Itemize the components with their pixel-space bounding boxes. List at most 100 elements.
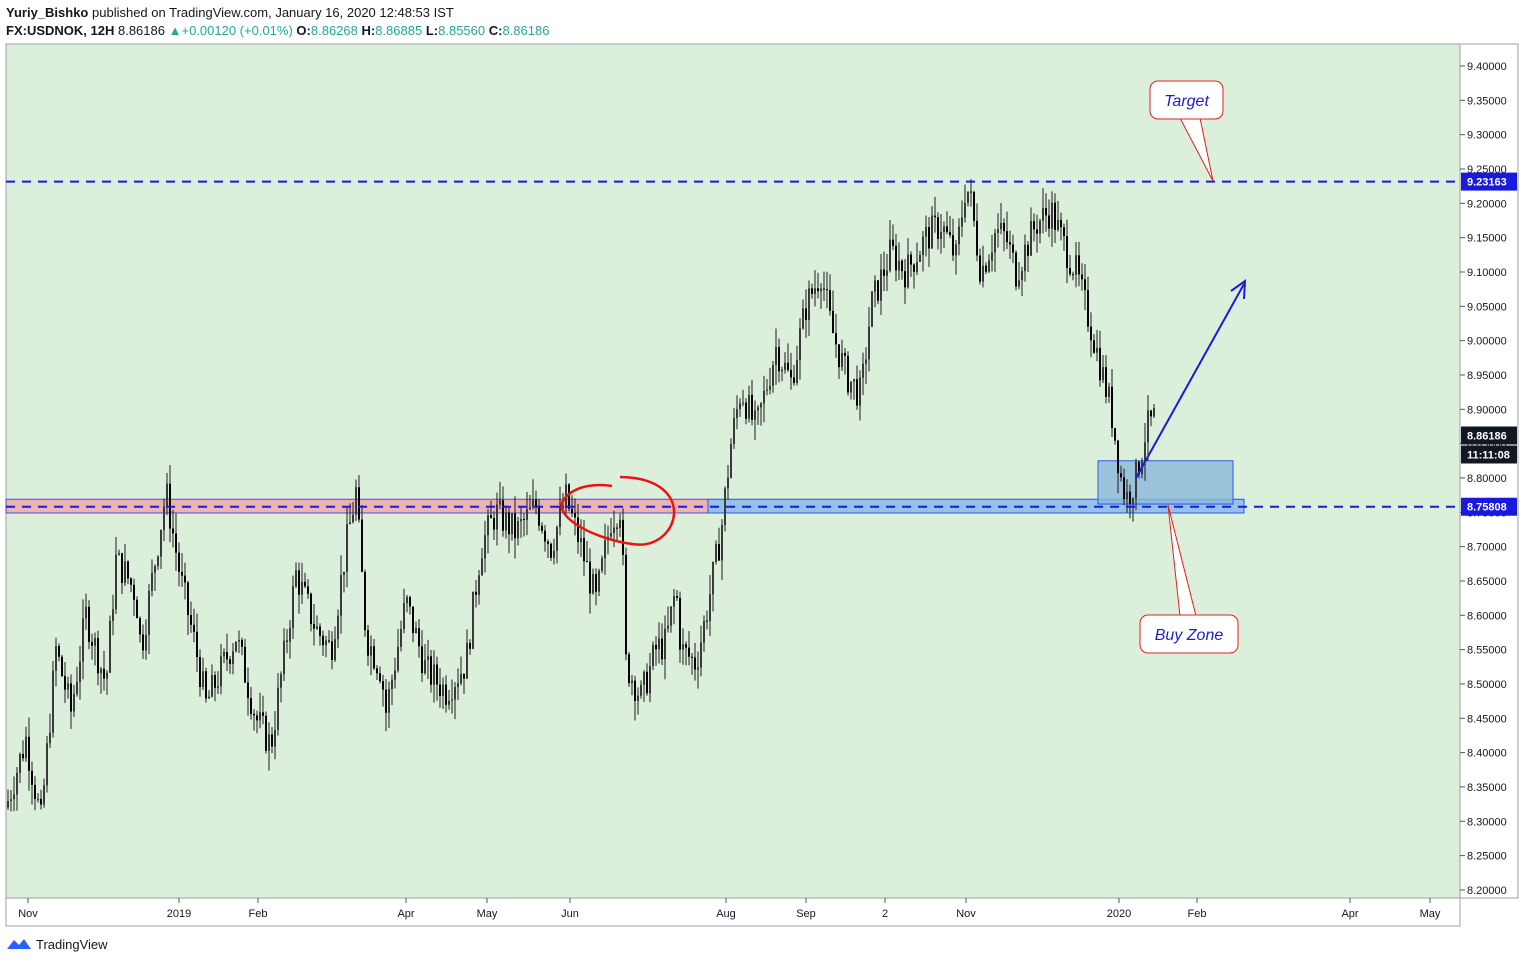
symbol-interval[interactable]: FX:USDNOK, 12H bbox=[6, 23, 115, 38]
candle-body bbox=[58, 646, 60, 657]
candle-body bbox=[835, 332, 837, 345]
candle-body bbox=[685, 644, 687, 648]
candle-body bbox=[832, 310, 834, 333]
candle-body bbox=[1072, 274, 1074, 276]
x-tick-label: Feb bbox=[1188, 908, 1207, 920]
plot-area[interactable] bbox=[5, 43, 1461, 899]
candle-body bbox=[862, 363, 864, 378]
candle-body bbox=[514, 513, 516, 539]
candle-body bbox=[46, 743, 48, 786]
candle-body bbox=[31, 770, 33, 785]
candle-body bbox=[829, 289, 831, 311]
candle-body bbox=[502, 500, 504, 531]
candle-body bbox=[865, 359, 867, 364]
open-value: 8.86268 bbox=[310, 23, 358, 38]
y-tick-label: 8.35000 bbox=[1467, 782, 1507, 794]
candle-body bbox=[229, 659, 231, 664]
candle-body bbox=[730, 444, 732, 478]
candle-body bbox=[976, 220, 978, 256]
candle-body bbox=[625, 554, 627, 655]
candle-body bbox=[814, 288, 816, 294]
candle-body bbox=[742, 402, 744, 404]
target-price-tag-bg bbox=[1461, 172, 1517, 191]
candle-body bbox=[847, 355, 849, 393]
candle-body bbox=[673, 596, 675, 607]
candle-body bbox=[352, 514, 354, 523]
candle-body bbox=[484, 535, 486, 559]
author-name[interactable]: Yuriy_Bishko bbox=[6, 5, 89, 20]
candle-body bbox=[1063, 227, 1065, 237]
candle-body bbox=[250, 698, 252, 714]
candle-body bbox=[481, 558, 483, 576]
candle-body bbox=[604, 540, 606, 559]
candle-body bbox=[805, 308, 807, 320]
last-price-tag-bg bbox=[1461, 426, 1517, 445]
candle-body bbox=[802, 308, 804, 329]
candle-body bbox=[406, 597, 408, 603]
candle-body bbox=[628, 654, 630, 684]
candle-body bbox=[913, 264, 915, 272]
candle-body bbox=[76, 681, 78, 694]
candle-body bbox=[1153, 408, 1155, 417]
candle-body bbox=[280, 674, 282, 688]
candle-body bbox=[691, 656, 693, 658]
candle-body bbox=[985, 265, 987, 272]
candle-body bbox=[640, 684, 642, 696]
candle-body bbox=[967, 191, 969, 203]
candle-body bbox=[925, 227, 927, 237]
y-axis-ticks: 9.400009.350009.300009.250009.200009.150… bbox=[1460, 61, 1507, 897]
candle-body bbox=[199, 657, 201, 687]
candle-body bbox=[340, 575, 342, 616]
candle-body bbox=[754, 410, 756, 420]
candle-body bbox=[391, 679, 393, 690]
candle-body bbox=[571, 508, 573, 514]
y-tick-label: 8.80000 bbox=[1467, 473, 1507, 485]
candle-body bbox=[1000, 222, 1002, 230]
candle-body bbox=[136, 599, 138, 619]
candle-body bbox=[289, 628, 291, 642]
candle-body bbox=[910, 254, 912, 265]
candle-body bbox=[619, 519, 621, 528]
candle-body bbox=[1069, 267, 1071, 275]
low-value: 8.85560 bbox=[438, 23, 486, 38]
buy-zone-callout-box bbox=[1139, 614, 1239, 654]
candle-body bbox=[475, 591, 477, 595]
candle-body bbox=[85, 606, 87, 619]
candle-body bbox=[310, 593, 312, 625]
target-price-tag: 9.23163 bbox=[1467, 177, 1507, 189]
candle-body bbox=[583, 537, 585, 562]
candle-body bbox=[37, 798, 39, 800]
y-tick-label: 9.10000 bbox=[1467, 267, 1507, 279]
candle-body bbox=[448, 700, 450, 705]
x-tick-label: 2020 bbox=[1107, 908, 1131, 920]
candle-body bbox=[841, 352, 843, 368]
open-label: O: bbox=[296, 23, 311, 38]
brand-name[interactable]: TradingView bbox=[36, 936, 108, 952]
candle-body bbox=[25, 736, 27, 759]
candle-body bbox=[307, 586, 309, 594]
candle-body bbox=[244, 646, 246, 683]
candle-body bbox=[64, 676, 66, 690]
candle-body bbox=[595, 573, 597, 592]
candle-body bbox=[679, 597, 681, 650]
candle-body bbox=[1138, 461, 1140, 475]
candle-body bbox=[55, 646, 57, 671]
candle-body bbox=[1006, 231, 1008, 243]
candle-body bbox=[457, 683, 459, 688]
candle-body bbox=[223, 652, 225, 657]
candle-body bbox=[664, 628, 666, 660]
candle-body bbox=[919, 254, 921, 262]
candle-body bbox=[955, 244, 957, 256]
tradingview-logo-icon[interactable] bbox=[6, 936, 32, 952]
time-axis[interactable] bbox=[5, 897, 1461, 927]
candle-body bbox=[196, 631, 198, 658]
candle-body bbox=[610, 533, 612, 537]
candle-body bbox=[859, 377, 861, 406]
candle-body bbox=[184, 575, 186, 583]
x-tick-label: 2019 bbox=[167, 908, 191, 920]
candle-body bbox=[931, 215, 933, 249]
candle-body bbox=[256, 715, 258, 721]
candle-body bbox=[178, 552, 180, 572]
candle-body bbox=[70, 683, 72, 712]
